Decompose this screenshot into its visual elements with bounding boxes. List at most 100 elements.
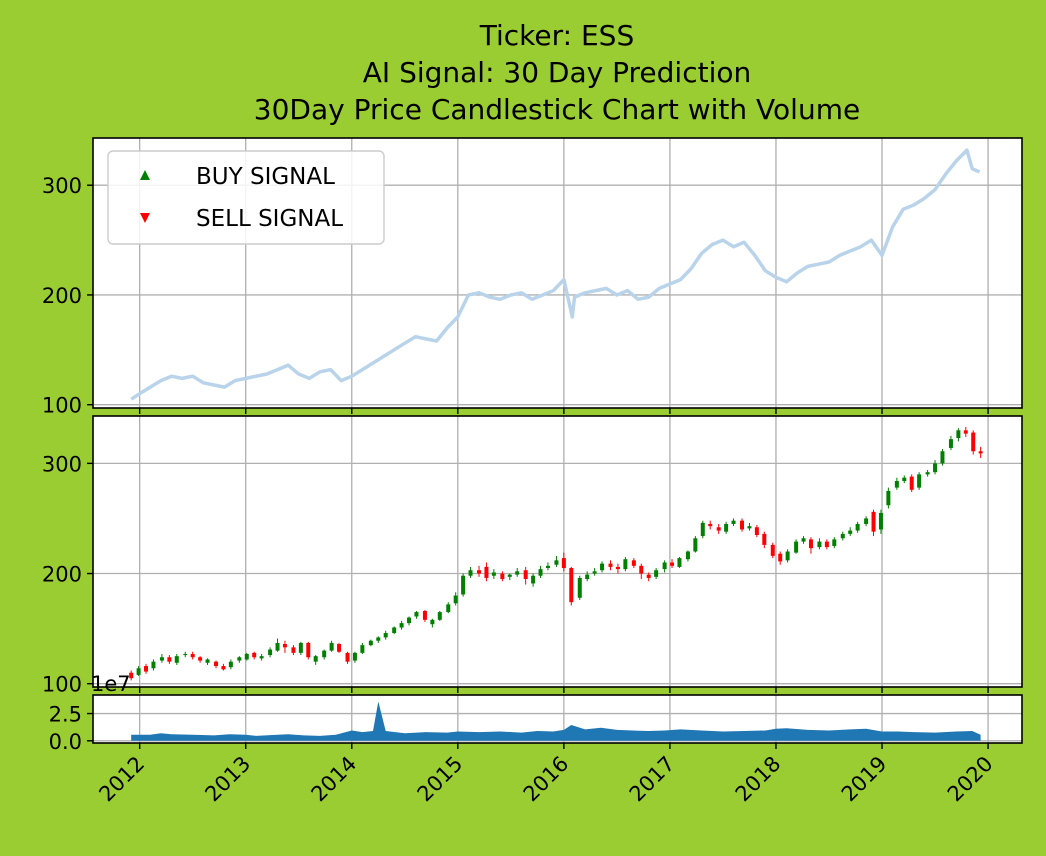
candle (948, 435, 953, 451)
candle-body (808, 539, 813, 549)
candle-body (538, 569, 543, 576)
candle (259, 653, 264, 661)
x-tick-label: 2020 (943, 752, 998, 807)
candle-body (770, 544, 775, 556)
candle-body (785, 551, 790, 561)
candle-body (585, 574, 590, 580)
candle-body (151, 661, 156, 669)
candle-body (531, 575, 536, 584)
candle-body (685, 551, 690, 560)
candle-body (654, 570, 659, 577)
candle (337, 642, 342, 653)
candle (554, 555, 559, 567)
candle-body (313, 656, 318, 662)
candle (933, 460, 938, 475)
title-line-ticker: Ticker: ESS (479, 19, 634, 52)
candle (221, 663, 226, 671)
candle (144, 663, 149, 674)
candle-body (600, 563, 605, 571)
candle-body (708, 523, 713, 527)
x-tick-label: 2013 (200, 752, 255, 807)
candle-body (909, 476, 914, 490)
candle-y-tick-label: 100 (42, 673, 82, 697)
candle-body (430, 619, 435, 625)
candle (864, 516, 869, 527)
candle (507, 573, 512, 581)
candle (322, 649, 327, 660)
candle-y-tick-label: 300 (42, 452, 82, 476)
legend: BUY SIGNAL SELL SIGNAL (107, 150, 385, 245)
candle-body (754, 527, 759, 535)
candle (770, 542, 775, 559)
candle (414, 610, 419, 619)
x-tick-label: 2015 (413, 752, 468, 807)
candle (461, 573, 466, 597)
candle-body (221, 666, 226, 670)
candle (313, 655, 318, 665)
candle (368, 639, 373, 647)
candle (183, 651, 188, 658)
price-line-plot (130, 148, 981, 401)
candle-body (244, 653, 249, 660)
candle (352, 651, 357, 663)
candle-body (322, 650, 327, 658)
volume-area (131, 701, 981, 741)
candle (329, 640, 334, 652)
candle-body (477, 570, 482, 574)
candle (855, 521, 860, 533)
candle-body (205, 659, 210, 663)
candle (824, 539, 829, 550)
candle-body (670, 562, 675, 566)
candle (437, 610, 442, 621)
candle (453, 592, 458, 606)
volume-y-tick-label: 2.5 (49, 703, 82, 727)
candle-y-tick-label: 200 (42, 563, 82, 587)
candle (376, 636, 381, 643)
candle (198, 656, 203, 663)
candle-body (848, 530, 853, 534)
candle (268, 647, 273, 658)
candle (585, 571, 590, 582)
candle-body (259, 656, 264, 659)
candle (808, 537, 813, 554)
candle-body (437, 612, 442, 620)
candle-body (925, 472, 930, 475)
candle (747, 522, 752, 531)
candle (785, 549, 790, 563)
candle-body (592, 571, 597, 574)
candle (662, 560, 667, 573)
candle (298, 641, 303, 656)
candle (708, 520, 713, 530)
candle (569, 566, 574, 606)
candle-body (577, 577, 582, 598)
candle-body (399, 623, 404, 628)
candle (392, 626, 397, 635)
candle-body (159, 657, 164, 661)
candle (878, 509, 883, 534)
volume-offset-label: 1e7 (91, 672, 131, 696)
candle (731, 518, 736, 527)
candle (600, 561, 605, 573)
candle (190, 651, 195, 660)
candle (244, 652, 249, 661)
title-line-signal: AI Signal: 30 Day Prediction (363, 56, 751, 89)
candle-body (523, 570, 528, 580)
candle (291, 645, 296, 656)
candle-body (832, 539, 837, 546)
candle-body (864, 518, 869, 524)
candle-body (167, 657, 172, 662)
candle (515, 568, 520, 577)
candle-body (329, 642, 334, 651)
x-tick-label: 2016 (519, 752, 574, 807)
candle (762, 531, 767, 549)
candle-body (794, 541, 799, 553)
candle (700, 520, 705, 539)
candle-body (731, 520, 736, 524)
candle (577, 575, 582, 600)
candle-body (252, 652, 257, 658)
buy-signal-marker-icon (140, 170, 150, 180)
candle-body (778, 553, 783, 562)
candle-body (174, 656, 179, 663)
candle-body (453, 595, 458, 604)
